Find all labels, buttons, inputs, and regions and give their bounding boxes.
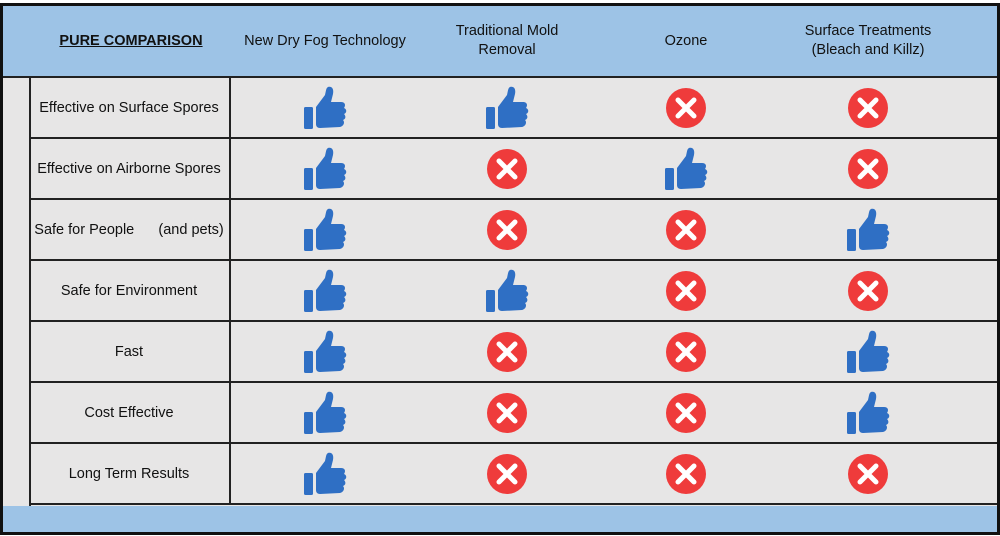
table-cell — [626, 383, 746, 442]
table-title: PURE COMPARISON — [59, 32, 203, 49]
row-label: Effective on Airborne Spores — [29, 139, 231, 198]
left-strip — [3, 78, 31, 506]
x-circle-icon — [665, 331, 707, 373]
table-cell — [447, 139, 567, 198]
row-label: Fast — [29, 322, 231, 381]
table-row: Safe for People (and pets) — [29, 200, 997, 261]
x-circle-icon — [847, 270, 889, 312]
thumbs-up-icon — [303, 85, 347, 131]
x-circle-icon — [847, 87, 889, 129]
x-circle-icon — [486, 209, 528, 251]
table-cell — [447, 78, 567, 137]
table-cell — [808, 444, 928, 503]
table-cell — [626, 261, 746, 320]
x-circle-icon — [847, 148, 889, 190]
x-circle-icon — [665, 270, 707, 312]
table-cell — [808, 78, 928, 137]
x-circle-icon — [486, 453, 528, 495]
table-cell — [265, 200, 385, 259]
table-row: Fast — [29, 322, 997, 383]
x-circle-icon — [486, 148, 528, 190]
table-cell — [447, 383, 567, 442]
table-row: Effective on Airborne Spores — [29, 139, 997, 200]
x-circle-icon — [486, 392, 528, 434]
thumbs-up-icon — [303, 207, 347, 253]
column-header-dry-fog: New Dry Fog Technology — [244, 32, 406, 49]
table-cell — [265, 322, 385, 381]
table-cell — [808, 383, 928, 442]
thumbs-up-icon — [846, 329, 890, 375]
row-label: Safe for Environment — [29, 261, 231, 320]
thumbs-up-icon — [485, 85, 529, 131]
row-label: Effective on Surface Spores — [29, 78, 231, 137]
table-cell — [626, 139, 746, 198]
x-circle-icon — [665, 392, 707, 434]
table-header: PURE COMPARISON New Dry Fog Technology T… — [3, 6, 997, 78]
table-row: Long Term Results — [29, 444, 997, 505]
table-cell — [808, 200, 928, 259]
table-row: Effective on Surface Spores — [29, 78, 997, 139]
row-label: Safe for People (and pets) — [29, 200, 231, 259]
table-cell — [808, 322, 928, 381]
table-cell — [265, 383, 385, 442]
table-row: Safe for Environment — [29, 261, 997, 322]
thumbs-up-icon — [664, 146, 708, 192]
thumbs-up-icon — [303, 146, 347, 192]
table-cell — [626, 444, 746, 503]
table-cell — [626, 200, 746, 259]
table-cell — [265, 261, 385, 320]
thumbs-up-icon — [846, 390, 890, 436]
table-cell — [808, 261, 928, 320]
x-circle-icon — [665, 453, 707, 495]
x-circle-icon — [665, 209, 707, 251]
table-cell — [265, 139, 385, 198]
x-circle-icon — [847, 453, 889, 495]
table-row: Cost Effective — [29, 383, 997, 444]
thumbs-up-icon — [846, 207, 890, 253]
x-circle-icon — [665, 87, 707, 129]
table-cell — [626, 78, 746, 137]
thumbs-up-icon — [303, 329, 347, 375]
column-header-ozone: Ozone — [664, 32, 708, 49]
thumbs-up-icon — [303, 451, 347, 497]
table-cell — [447, 444, 567, 503]
column-header-surface-treatments: Surface Treatments (Bleach and Killz) — [804, 23, 932, 58]
thumbs-up-icon — [303, 390, 347, 436]
row-label: Cost Effective — [29, 383, 231, 442]
table-cell — [447, 322, 567, 381]
thumbs-up-icon — [485, 268, 529, 314]
table-cell — [626, 322, 746, 381]
table-cell — [808, 139, 928, 198]
table-footer — [3, 506, 997, 532]
table-cell — [447, 261, 567, 320]
table-cell — [447, 200, 567, 259]
row-label: Long Term Results — [29, 444, 231, 503]
thumbs-up-icon — [303, 268, 347, 314]
comparison-table: PURE COMPARISON New Dry Fog Technology T… — [0, 3, 1000, 535]
table-cell — [265, 444, 385, 503]
column-header-traditional: Traditional Mold Removal — [455, 23, 559, 58]
table-cell — [265, 78, 385, 137]
x-circle-icon — [486, 331, 528, 373]
